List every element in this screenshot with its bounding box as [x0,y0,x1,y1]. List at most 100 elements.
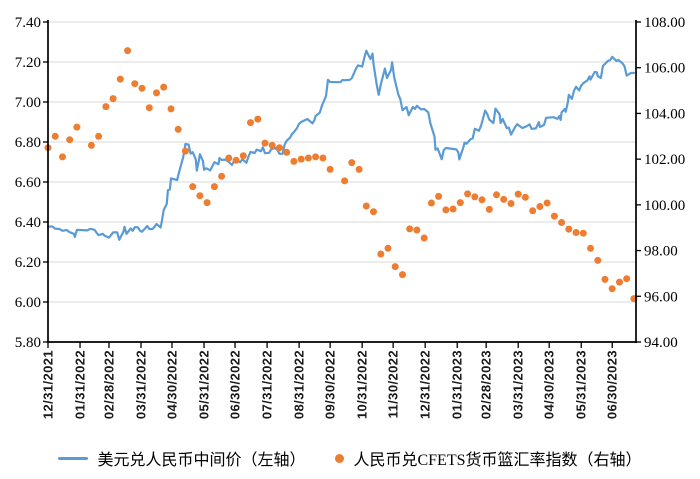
cfets-index-data-point [283,148,291,156]
cfets-index-data-point [116,75,124,83]
x-axis-tick-label: 12/31/2021 [41,350,56,419]
cfets-index-data-point [304,154,312,162]
x-axis-tick-label: 01/31/2022 [73,350,88,419]
x-axis-tick-label: 12/31/2022 [418,350,433,419]
legend-item-usdcny-parity: 美元兑人民币中间价（左轴） [58,446,305,470]
cfets-index-data-point [268,141,276,149]
x-axis-tick-label: 06/30/2022 [228,350,243,419]
cfets-index-data-point [95,132,103,140]
x-axis-tick-label: 05/31/2022 [197,350,212,419]
y-axis-left-tick-label: 6.60 [15,175,41,191]
cfets-index-data-point [435,192,443,200]
cfets-index-data-point [529,207,537,215]
cfets-index-data-point [370,208,377,216]
cfets-index-data-point [485,205,493,213]
cfets-index-data-point [87,141,95,149]
cfets-index-data-point [550,212,558,220]
x-axis-tick-label: 04/30/2023 [542,350,557,419]
cfets-index-data-point [145,104,153,112]
y-axis-left-tick-label: 6.40 [15,215,41,231]
cfets-index-data-point [616,278,623,286]
cfets-index-data-point [536,203,544,210]
cfets-index-data-point [377,250,385,258]
legend-item-cfets-index: 人民币兑CFETS货币篮汇率指数（右轴） [335,446,642,470]
cfets-index-data-point [218,172,226,180]
cfets-index-data-point [413,226,421,234]
cfets-index-data-point [399,271,406,279]
cfets-index-data-point [594,256,602,264]
cfets-index-data-point [572,229,580,236]
cfets-index-data-point [297,155,305,163]
y-axis-left-tick-label: 7.00 [15,95,41,111]
cfets-index-data-point [160,83,168,91]
y-axis-left-tick-label: 6.80 [15,135,41,151]
cfets-index-data-point [153,89,160,97]
y-axis-right-tick-label: 102.00 [644,152,685,168]
cfets-index-data-point [59,153,66,161]
chart-legend: 美元兑人民币中间价（左轴） 人民币兑CFETS货币篮汇率指数（右轴） [0,446,700,470]
legend-label-cfets: 人民币兑CFETS货币篮汇率指数（右轴） [353,452,642,469]
x-axis-tick-label: 01/31/2023 [450,350,465,419]
cfets-index-data-point [138,84,146,92]
cfets-index-data-point [500,195,508,203]
x-axis-tick-label: 07/31/2022 [260,350,275,419]
cfets-index-data-point [355,165,363,173]
cfets-index-data-point [319,154,327,162]
cfets-index-data-point [290,157,298,165]
x-axis-tick-label: 03/31/2022 [134,350,149,419]
cfets-index-data-point [362,202,370,210]
cfets-index-data-point [189,183,197,191]
cfets-index-data-point [73,123,81,131]
y-axis-left-tick-label: 6.20 [15,255,41,271]
x-axis-tick-label: 06/30/2023 [605,350,620,419]
cfets-index-data-point [326,165,334,173]
legend-line-swatch-icon [58,456,89,460]
cfets-index-data-point [102,103,110,111]
legend-dot-swatch-icon [335,453,345,463]
legend-label-usdcny: 美元兑人民币中间价（左轴） [97,452,306,469]
cfets-index-data-point [384,244,392,252]
cfets-index-data-point [261,139,269,147]
cfets-index-data-point [232,156,240,164]
cfets-index-data-point [478,196,486,204]
x-axis-tick-label: 09/30/2022 [323,350,338,419]
cfets-index-data-point [225,154,233,162]
cfets-index-data-point [51,132,59,140]
cfets-index-data-point [239,152,247,160]
cfets-index-data-point [471,193,479,201]
cfets-index-data-point [131,80,139,88]
cfets-index-data-point [276,144,283,152]
y-axis-left-tick-label: 7.20 [15,55,41,71]
cfets-index-data-point [579,229,587,237]
y-axis-right-tick-label: 106.00 [644,61,685,77]
usdcny-parity-line-series [46,49,636,241]
x-axis-tick-label: 05/31/2023 [574,350,589,419]
x-axis-tick-label: 02/28/2022 [101,350,116,419]
cfets-index-data-point [514,190,522,198]
y-axis-left-tick-label: 7.40 [15,15,41,31]
y-axis-right-tick-label: 100.00 [644,198,685,214]
cfets-index-data-point [493,191,500,199]
cfets-index-data-point [521,193,529,201]
cfets-index-data-point [601,275,609,283]
cfets-index-data-point [66,136,74,144]
cfets-index-data-point [406,225,414,233]
cfets-index-data-point [341,177,349,185]
cfets-index-data-point [210,183,218,191]
cfets-index-data-point [449,205,457,213]
cfets-index-data-point [391,263,399,271]
cfets-index-data-point [558,219,566,226]
cfets-index-data-point [565,225,573,233]
cfets-index-data-point [623,275,631,283]
cfets-index-data-point [464,190,472,198]
cfets-index-data-point [167,105,175,113]
cfets-index-data-point [442,206,450,214]
x-axis-tick-label: 02/28/2023 [479,350,494,419]
cfets-index-data-point [348,159,356,167]
y-axis-right-tick-label: 98.00 [644,244,678,260]
cfets-index-data-point [420,234,428,242]
cfets-index-data-point [507,200,515,207]
y-axis-right-tick-label: 96.00 [644,289,678,305]
